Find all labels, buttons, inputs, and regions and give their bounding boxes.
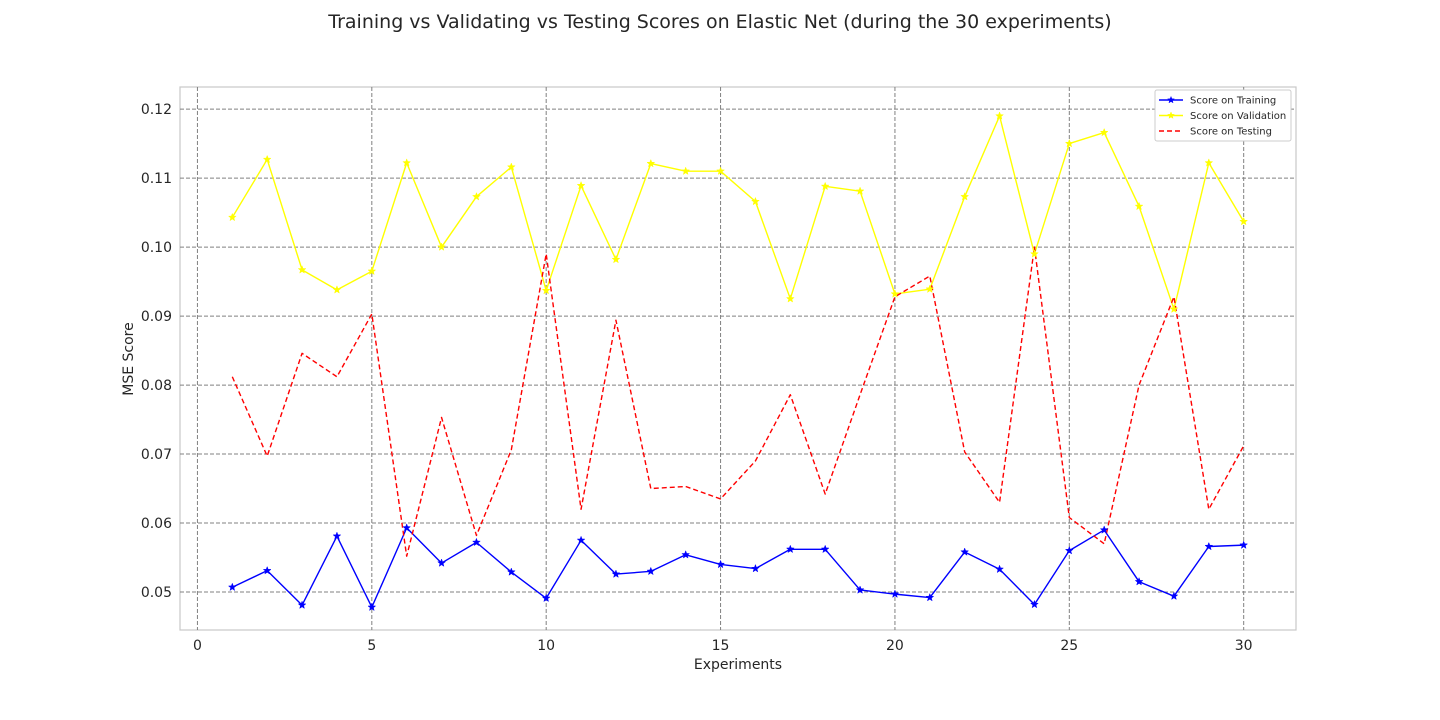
y-axis-ticks: 0.05 0.06 0.07 0.08 0.09 0.10 0.11 0.12 [141,102,172,601]
data-point-1 [925,592,935,602]
x-tick-label: 15 [712,638,730,654]
data-point-2 [820,181,830,191]
y-tick-label: 0.12 [141,102,172,118]
legend-frame [1154,89,1292,142]
data-point-1 [437,558,447,567]
data-point-1 [227,582,237,592]
data-point-2 [611,254,621,264]
legend-label: Score on Testing [1190,127,1272,138]
data-point-1 [402,523,412,532]
data-point-2 [646,158,656,168]
chart-title: Training vs Validating vs Testing Scores… [327,11,1111,33]
y-tick-label: 0.11 [141,171,172,187]
legend-label: Score on Training [1190,96,1276,107]
data-point-2 [925,284,935,293]
x-tick-label: 20 [886,638,904,654]
data-point-1 [1099,525,1109,534]
data-point-2 [332,285,342,294]
data-point-2 [1239,216,1249,226]
data-point-2 [227,212,237,222]
series-lines [231,115,1245,608]
data-point-1 [1064,545,1074,555]
data-point-1 [1204,541,1214,551]
y-tick-label: 0.10 [141,240,172,256]
data-point-2 [367,266,377,276]
data-point-2 [995,111,1005,120]
data-point-2 [541,285,551,295]
y-tick-label: 0.06 [141,516,172,532]
data-point-2 [960,191,970,201]
data-point-1 [367,602,377,612]
data-point-2 [681,166,691,175]
data-point-2 [402,158,412,167]
data-point-1 [611,569,621,578]
y-tick-label: 0.05 [141,585,172,601]
data-point-2 [437,242,447,251]
data-point-1 [750,563,760,573]
data-point-1 [646,566,656,576]
legend-marker [1166,111,1176,119]
data-point-2 [1134,201,1144,211]
data-point-1 [1029,599,1039,609]
y-tick-label: 0.07 [141,447,172,463]
data-point-1 [576,535,586,545]
data-point-2 [1029,249,1039,258]
data-point-1 [960,547,970,556]
data-point-2 [506,162,516,171]
x-axis-ticks: 0 5 10 15 20 25 30 [193,638,1253,654]
data-point-2 [785,294,795,303]
x-tick-label: 30 [1235,638,1253,654]
data-point-1 [262,565,272,575]
x-tick-label: 10 [537,638,555,654]
data-point-2 [890,289,900,298]
x-tick-label: 5 [367,638,376,654]
data-point-1 [471,537,481,547]
series-markers [227,111,1249,612]
data-point-2 [1064,138,1074,148]
data-point-1 [890,589,900,598]
data-point-1 [681,550,691,559]
y-axis-label: MSE Score [121,322,137,395]
data-point-2 [855,186,865,195]
legend: Score on Training Score on Validation Scor… [1154,89,1292,142]
data-point-1 [506,567,516,576]
series-line-3 [231,246,1245,557]
data-point-1 [855,585,865,594]
data-point-2 [750,196,760,206]
legend-label: Score on Validation [1190,111,1286,122]
series-line-2 [231,115,1245,310]
data-point-1 [1169,591,1179,601]
data-point-2 [262,154,272,164]
data-point-1 [820,544,830,554]
data-point-2 [1204,158,1214,167]
data-point-1 [785,544,795,554]
data-point-1 [297,600,307,609]
data-point-1 [1239,540,1249,549]
x-axis-label: Experiments [694,657,782,673]
grid [180,87,1296,630]
data-point-2 [471,191,481,201]
data-point-2 [716,166,726,175]
data-point-1 [541,593,551,603]
series-line-1 [232,527,1244,608]
x-tick-label: 25 [1060,638,1078,654]
data-point-2 [1099,127,1109,137]
data-point-1 [995,564,1005,574]
y-tick-label: 0.08 [141,378,172,394]
data-point-1 [1134,576,1144,586]
data-point-1 [716,559,726,569]
plot-area [179,86,1297,631]
data-point-2 [576,180,586,190]
data-point-1 [332,531,342,540]
legend-marker [1166,95,1176,104]
x-tick-label: 0 [193,638,202,654]
y-tick-label: 0.09 [141,309,172,325]
data-point-2 [1169,304,1179,313]
data-point-2 [297,265,307,274]
